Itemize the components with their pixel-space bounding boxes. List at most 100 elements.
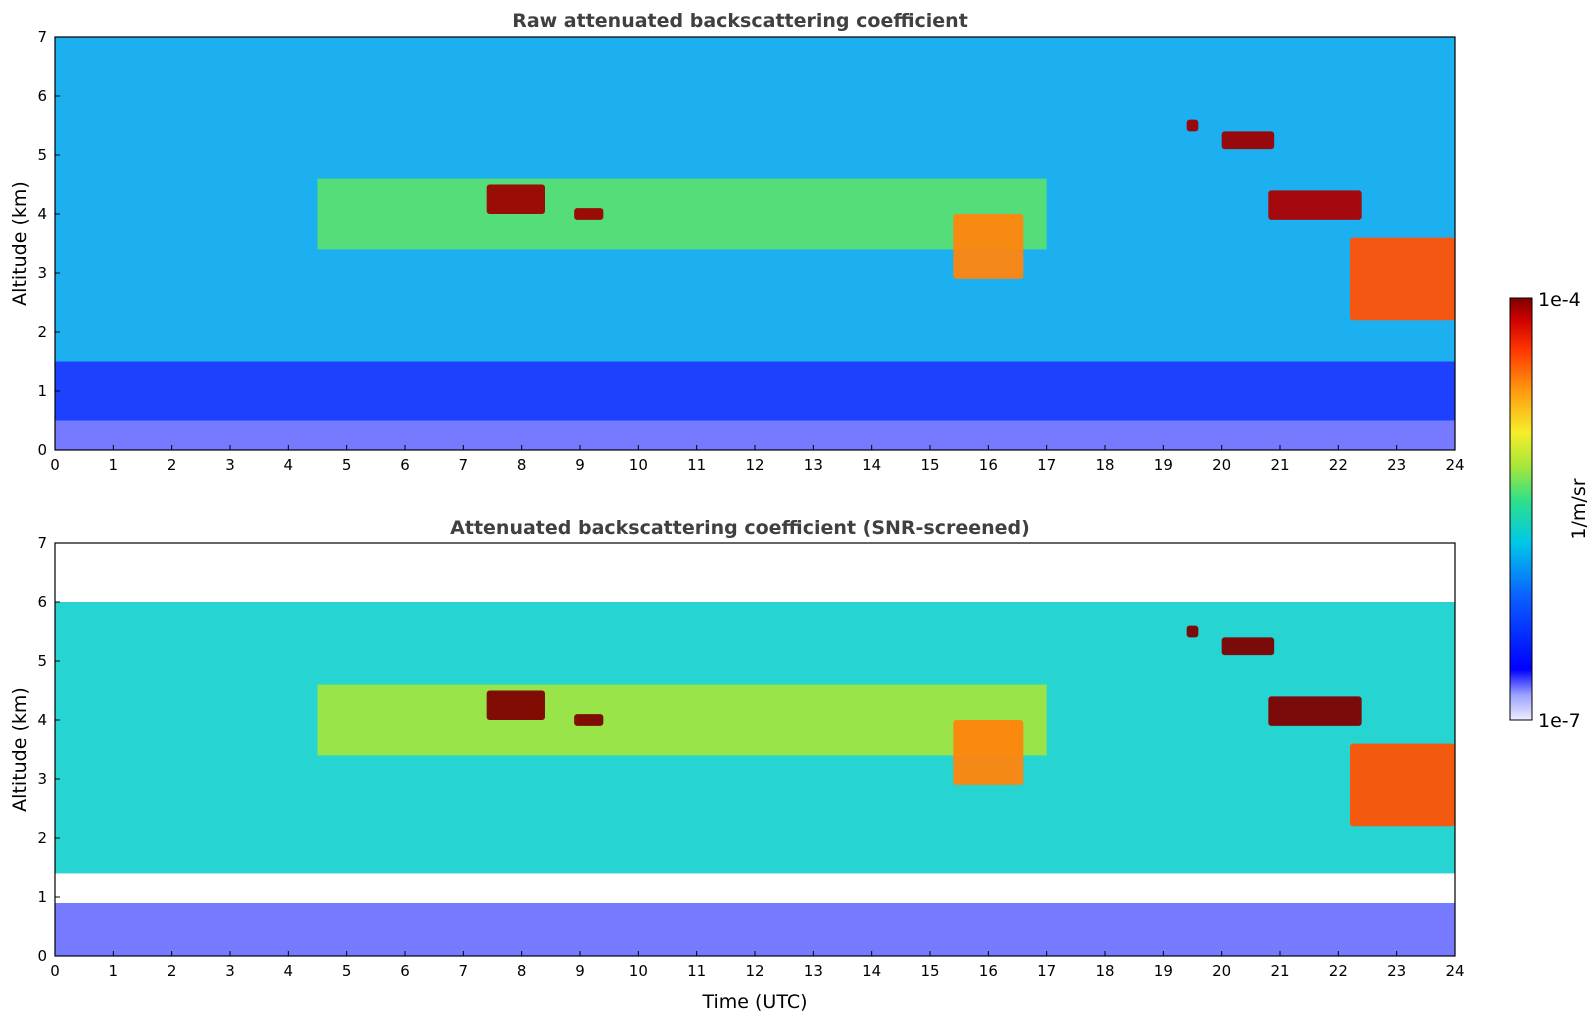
x-tick-label: 4 xyxy=(284,962,294,980)
x-tick-label: 7 xyxy=(459,456,469,474)
x-tick-label: 13 xyxy=(804,456,823,474)
heatmap-region-cloud xyxy=(1268,190,1362,220)
y-tick-label: 6 xyxy=(37,593,47,611)
panel-raw: Raw attenuated backscattering coefficien… xyxy=(9,10,1465,474)
heatmap-region-cloud xyxy=(1221,131,1275,150)
x-tick-label: 18 xyxy=(1095,962,1114,980)
heatmap-region-cloud xyxy=(1350,237,1455,321)
y-tick-label: 5 xyxy=(37,146,47,164)
x-tick-label: 3 xyxy=(225,962,235,980)
x-tick-label: 21 xyxy=(1270,962,1289,980)
y-tick-label: 0 xyxy=(37,441,47,459)
y-tick-label: 5 xyxy=(37,652,47,670)
x-tick-label: 21 xyxy=(1270,456,1289,474)
heatmap-region-boundary-noise xyxy=(55,361,1455,421)
x-tick-label: 9 xyxy=(575,456,585,474)
x-tick-label: 19 xyxy=(1154,962,1173,980)
x-tick-label: 0 xyxy=(50,962,60,980)
x-tick-label: 10 xyxy=(629,456,648,474)
heatmap-region-cloud xyxy=(574,714,604,726)
y-tick-label: 4 xyxy=(37,711,47,729)
x-tick-label: 6 xyxy=(400,962,410,980)
heatmap-region-cloud xyxy=(1186,625,1199,638)
x-tick-label: 8 xyxy=(517,456,527,474)
x-tick-label: 11 xyxy=(687,962,706,980)
colorbar-max-label: 1e-4 xyxy=(1538,289,1581,311)
colorbar-min-label: 1e-7 xyxy=(1538,710,1581,732)
x-ticks-screened: 0 1 2 3 4 5 6 7 8 9 10 11 12 13 14 15 16 17 18 19 20 21 22 23 24 xyxy=(50,951,1465,980)
x-tick-label: 1 xyxy=(109,456,119,474)
heatmap-region-aerosol-layer xyxy=(317,178,1047,250)
x-tick-label: 8 xyxy=(517,962,527,980)
x-tick-label: 23 xyxy=(1387,962,1406,980)
x-tick-label: 23 xyxy=(1387,456,1406,474)
heatmap-raw xyxy=(55,37,1455,450)
heatmap-screened xyxy=(55,543,1455,956)
y-tick-label: 6 xyxy=(37,87,47,105)
x-tick-label: 22 xyxy=(1329,962,1348,980)
x-tick-label: 18 xyxy=(1095,456,1114,474)
y-tick-label: 3 xyxy=(37,264,47,282)
panel-screened: Attenuated backscattering coefficient (S… xyxy=(9,517,1465,1013)
y-tick-label: 7 xyxy=(37,534,47,552)
x-tick-label: 20 xyxy=(1212,456,1231,474)
x-tick-label: 11 xyxy=(687,456,706,474)
heatmap-region-cloud xyxy=(953,720,1024,785)
x-tick-label: 19 xyxy=(1154,456,1173,474)
colorbar: 1e-4 1e-7 1/m/sr xyxy=(1509,289,1590,732)
x-tick-label: 17 xyxy=(1037,962,1056,980)
x-tick-label: 22 xyxy=(1329,456,1348,474)
x-tick-label: 0 xyxy=(50,456,60,474)
y-tick-label: 0 xyxy=(37,947,47,965)
x-tick-label: 3 xyxy=(225,456,235,474)
x-tick-label: 10 xyxy=(629,962,648,980)
y-tick-label: 1 xyxy=(37,382,47,400)
x-tick-label: 15 xyxy=(920,962,939,980)
panel-title-raw: Raw attenuated backscattering coefficien… xyxy=(512,10,968,32)
y-axis-label-raw: Altitude (km) xyxy=(9,181,31,306)
x-tick-label: 16 xyxy=(979,962,998,980)
x-tick-label: 6 xyxy=(400,456,410,474)
x-tick-label: 12 xyxy=(745,456,764,474)
x-tick-label: 2 xyxy=(167,962,177,980)
heatmap-region-cloud xyxy=(574,208,604,220)
x-tick-label: 1 xyxy=(109,962,119,980)
x-tick-label: 15 xyxy=(920,456,939,474)
y-tick-label: 2 xyxy=(37,829,47,847)
x-tick-label: 14 xyxy=(862,456,881,474)
heatmap-region-cloud xyxy=(486,184,545,214)
x-axis-label: Time (UTC) xyxy=(701,991,807,1013)
y-tick-label: 3 xyxy=(37,770,47,788)
x-tick-label: 4 xyxy=(284,456,294,474)
x-tick-label: 24 xyxy=(1445,456,1464,474)
y-ticks-raw: 0 1 2 3 4 5 6 7 xyxy=(37,28,60,459)
heatmap-region-cloud xyxy=(1221,637,1275,656)
heatmap-region-cloud xyxy=(1268,696,1362,726)
colorbar-gradient xyxy=(1509,297,1533,721)
x-tick-label: 2 xyxy=(167,456,177,474)
heatmap-region-aerosol-layer xyxy=(317,684,1047,756)
x-tick-label: 20 xyxy=(1212,962,1231,980)
heatmap-region-surface-layer xyxy=(55,902,1455,956)
heatmap-region-cloud xyxy=(486,690,545,720)
x-tick-label: 24 xyxy=(1445,962,1464,980)
x-ticks-raw: 0 1 2 3 4 5 6 7 8 9 10 11 12 13 14 15 16 17 18 19 20 21 22 23 24 xyxy=(50,445,1465,474)
x-tick-label: 13 xyxy=(804,962,823,980)
heatmap-region-cloud xyxy=(1186,119,1199,132)
x-tick-label: 5 xyxy=(342,962,352,980)
x-tick-label: 16 xyxy=(979,456,998,474)
y-tick-label: 4 xyxy=(37,205,47,223)
x-tick-label: 17 xyxy=(1037,456,1056,474)
y-axis-label-screened: Altitude (km) xyxy=(9,687,31,812)
y-tick-label: 7 xyxy=(37,28,47,46)
heatmap-region-cloud xyxy=(953,214,1024,279)
x-tick-label: 14 xyxy=(862,962,881,980)
y-ticks-screened: 0 1 2 3 4 5 6 7 xyxy=(37,534,60,965)
x-tick-label: 12 xyxy=(745,962,764,980)
heatmap-region-cloud xyxy=(1350,743,1455,827)
y-tick-label: 2 xyxy=(37,323,47,341)
heatmap-region-screened-gap xyxy=(55,873,1455,903)
colorbar-unit-label: 1/m/sr xyxy=(1568,478,1590,539)
panel-title-screened: Attenuated backscattering coefficient (S… xyxy=(450,517,1030,539)
